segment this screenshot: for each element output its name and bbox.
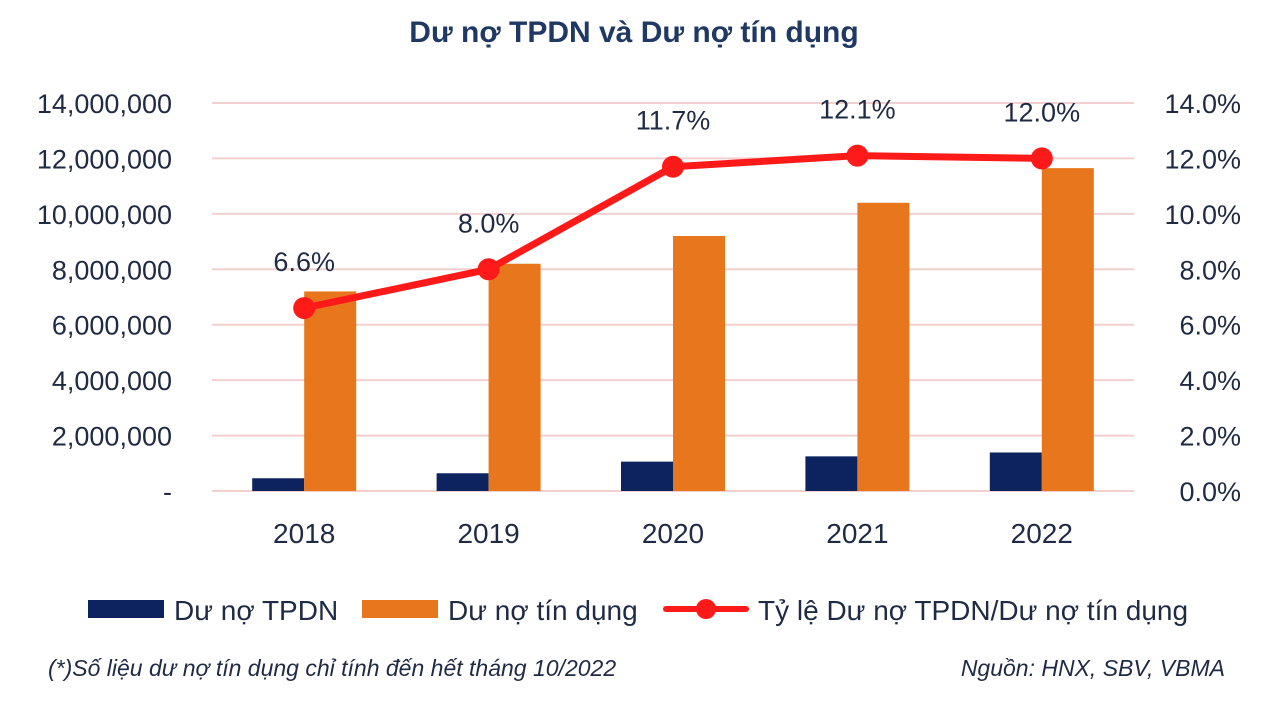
legend-marker-ratio (696, 599, 716, 619)
ratio-point-2018 (293, 297, 316, 320)
chart-title: Dư nợ TPDN và Dư nợ tín dụng (409, 16, 858, 49)
right-tick-label: 4.0% (1179, 366, 1241, 396)
bar-du-no-tpdn-2019 (436, 473, 489, 491)
bar-du-no-tin-dung-2020 (673, 236, 725, 491)
ratio-label-2022: 12.0% (1004, 97, 1081, 127)
footnote: (*)Số liệu dư nợ tín dụng chỉ tính đến h… (48, 655, 616, 681)
ratio-point-2021 (846, 144, 869, 167)
legend-label-ratio: Tỷ lệ Dư nợ TPDN/Dư nợ tín dụng (758, 595, 1188, 626)
legend: Dư nợ TPDN Dư nợ tín dụng Tỷ lệ Dư nợ TP… (88, 595, 1188, 626)
ratio-label-2018: 6.6% (273, 247, 335, 277)
legend-swatch-du-no-tpdn (88, 600, 164, 618)
bar-du-no-tpdn-2020 (621, 461, 673, 491)
ratio-point-2020 (662, 155, 684, 178)
bar-du-no-tin-dung-2019 (488, 263, 541, 491)
right-tick-label: 14.0% (1164, 89, 1241, 119)
ratio-data-labels: 6.6% 8.0% 11.7% 12.1% 12.0% (273, 95, 1080, 277)
category-label-2019: 2019 (457, 518, 519, 549)
ratio-label-2019: 8.0% (458, 208, 520, 238)
bar-du-no-tin-dung-2022 (1041, 168, 1094, 491)
category-label-2018: 2018 (273, 518, 335, 549)
source-note: Nguồn: HNX, SBV, VBMA (961, 655, 1225, 681)
bar-du-no-tpdn-2022 (989, 452, 1042, 491)
bar-du-no-tpdn-2021 (805, 456, 858, 491)
left-tick-label: 2,000,000 (52, 422, 172, 452)
right-tick-label: 10.0% (1164, 200, 1241, 230)
ratio-label-2020: 11.7% (636, 106, 711, 136)
right-tick-label: 6.0% (1179, 311, 1241, 341)
category-label-2021: 2021 (826, 518, 888, 549)
left-tick-label: 12,000,000 (37, 144, 172, 174)
right-tick-label: 8.0% (1179, 255, 1241, 285)
left-tick-label: 10,000,000 (37, 200, 172, 230)
bar-du-no-tin-dung-2018 (304, 291, 357, 491)
category-label-2020: 2020 (642, 518, 704, 549)
ratio-point-2022 (1030, 147, 1053, 170)
category-labels: 2018 2019 2020 2021 2022 (273, 518, 1073, 549)
right-axis-ticks: 0.0% 2.0% 4.0% 6.0% 8.0% 10.0% 12.0% 14.0% (1164, 89, 1241, 507)
ratio-point-2019 (477, 258, 500, 281)
legend-swatch-du-no-tin-dung (362, 600, 438, 618)
right-tick-label: 12.0% (1164, 144, 1241, 174)
left-tick-label: 8,000,000 (52, 255, 172, 285)
legend-label-du-no-tin-dung: Dư nợ tín dụng (448, 595, 638, 626)
left-tick-label: 6,000,000 (52, 311, 172, 341)
legend-label-du-no-tpdn: Dư nợ TPDN (174, 595, 338, 626)
left-tick-label: 4,000,000 (52, 366, 172, 396)
right-tick-label: 2.0% (1179, 422, 1241, 452)
left-tick-label: - (163, 477, 172, 507)
right-tick-label: 0.0% (1179, 477, 1241, 507)
ratio-label-2021: 12.1% (819, 95, 896, 125)
left-tick-label: 14,000,000 (37, 89, 172, 119)
bar-du-no-tpdn-2018 (252, 478, 305, 491)
left-axis-ticks: - 2,000,000 4,000,000 6,000,000 8,000,000 10,… (37, 89, 172, 507)
bar-du-no-tin-dung-2021 (857, 202, 910, 491)
bars (252, 168, 1094, 491)
ratio-line (293, 144, 1053, 320)
category-label-2022: 2022 (1011, 518, 1073, 549)
